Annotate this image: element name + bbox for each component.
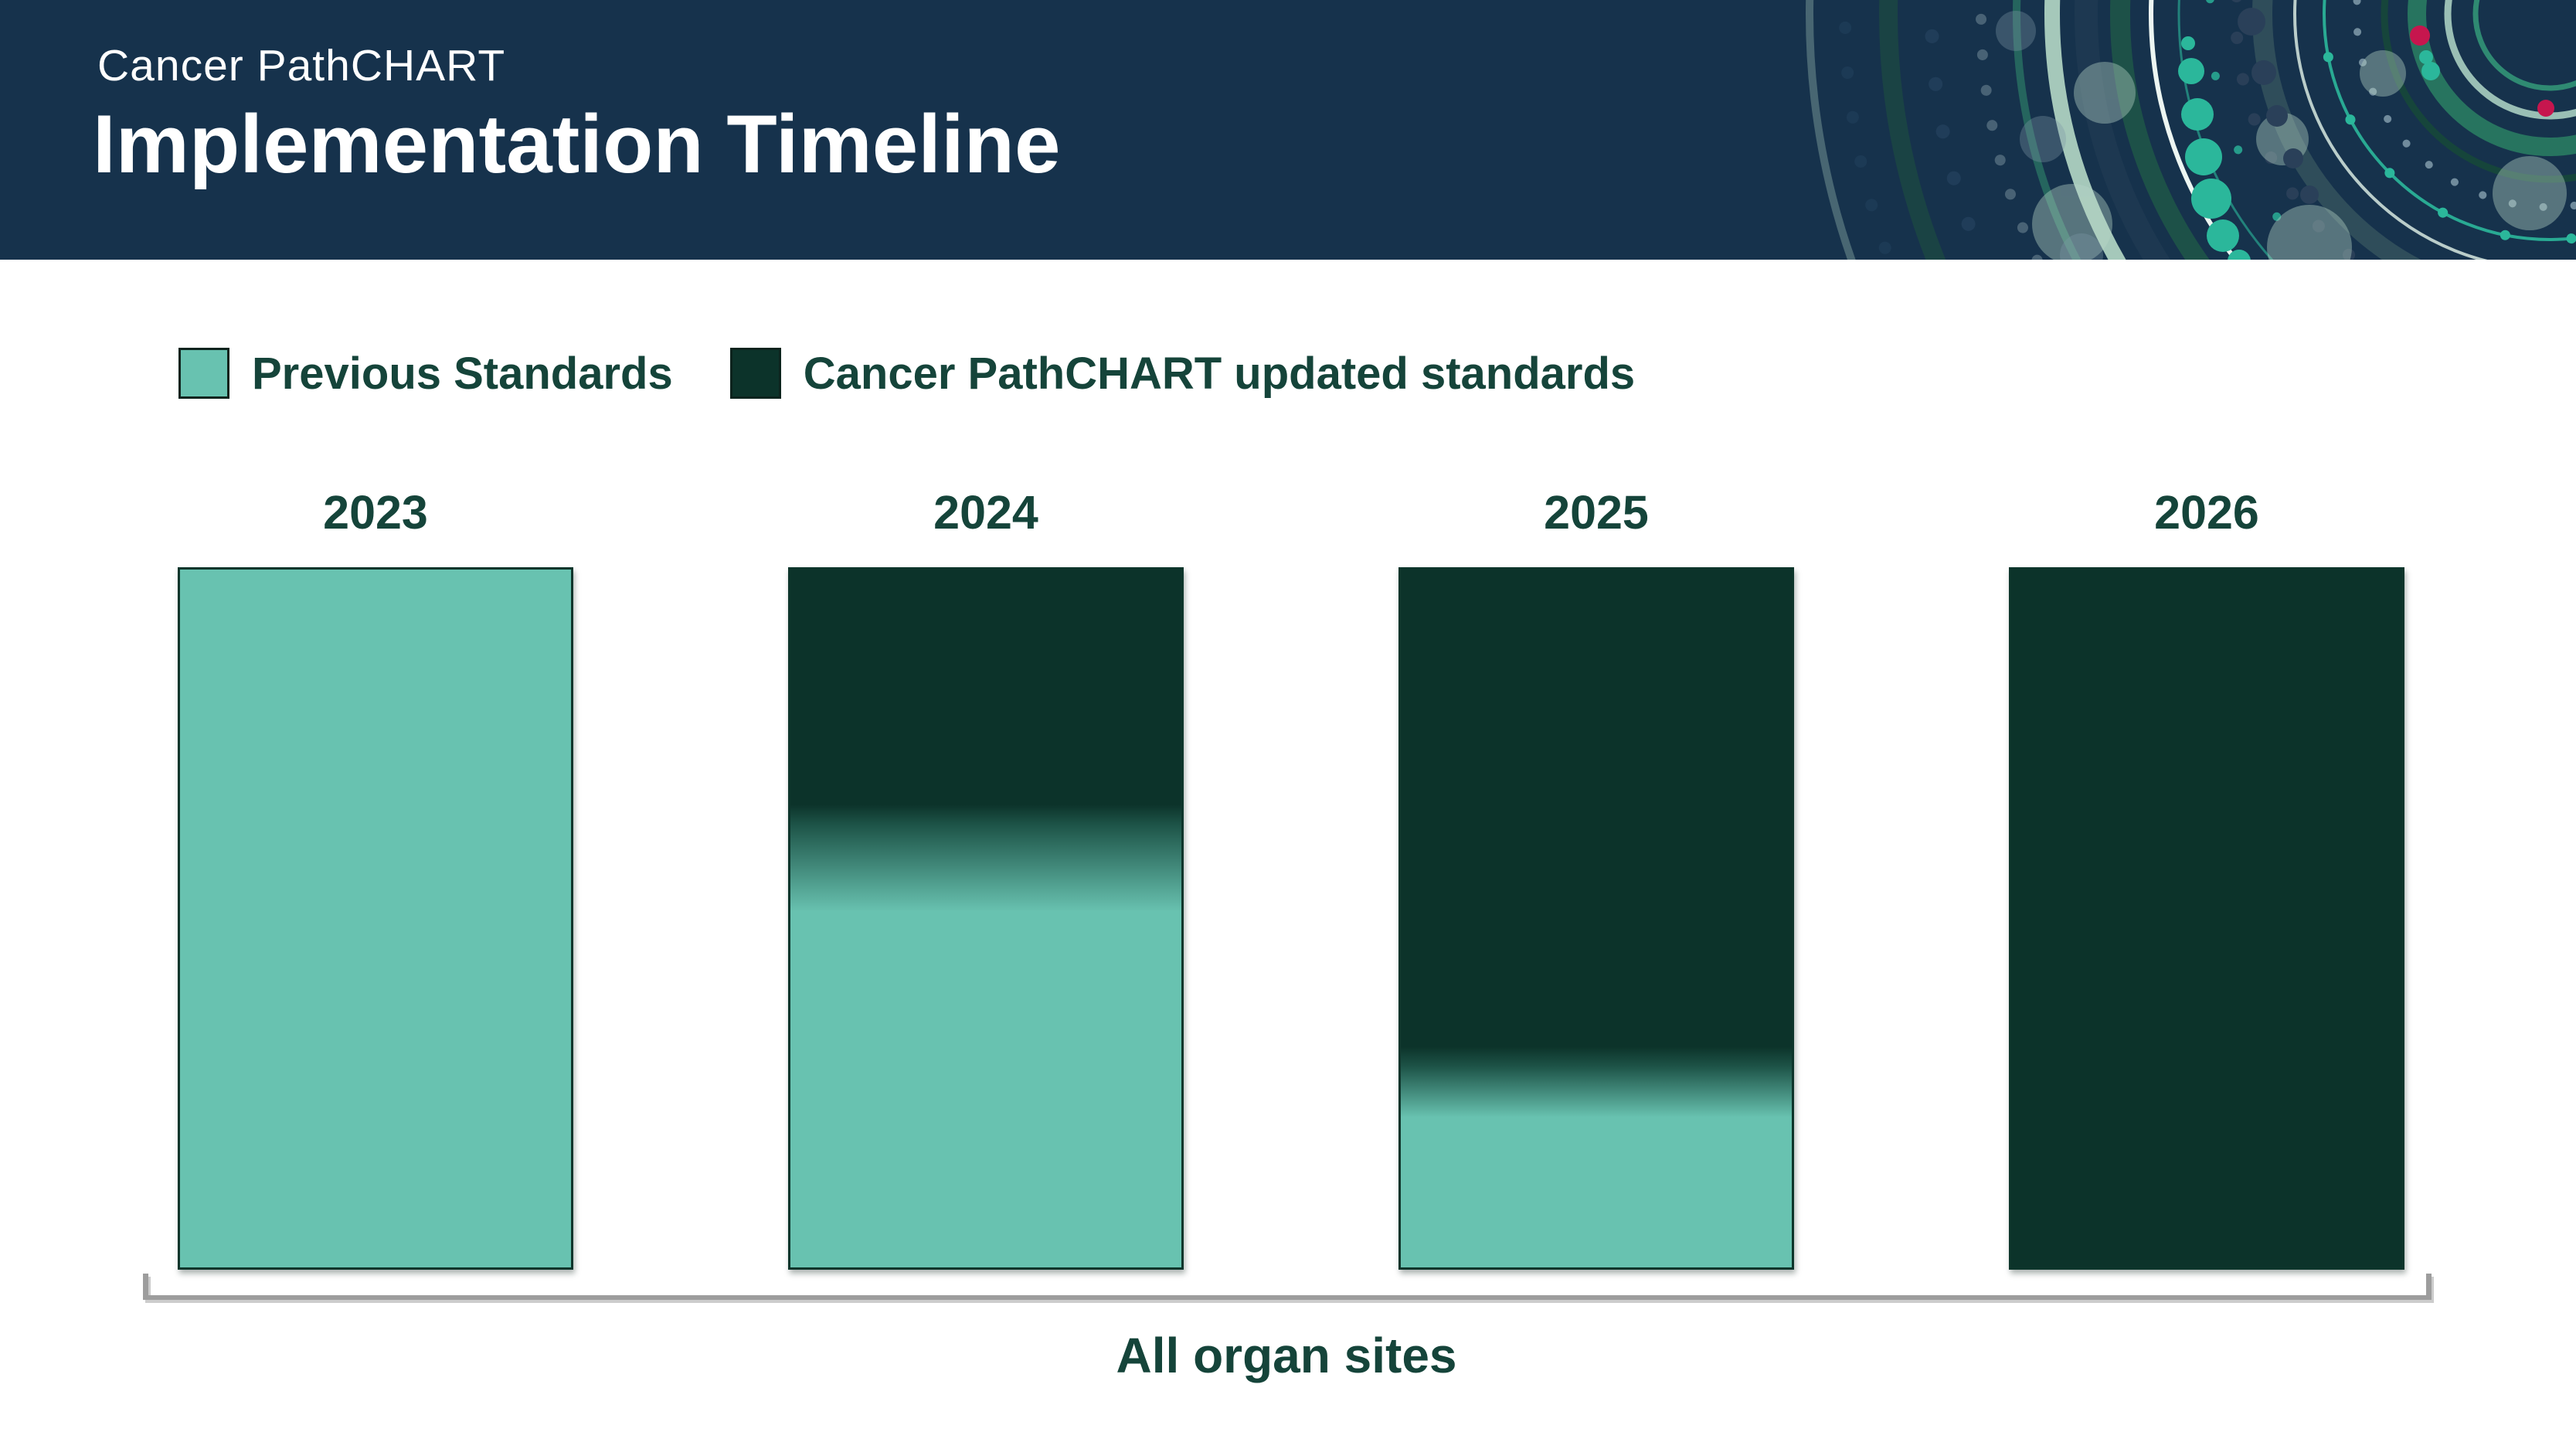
header-band: Cancer PathCHART Implementation Timeline: [0, 0, 2576, 260]
legend-label-previous-standards: Previous Standards: [252, 348, 673, 399]
header-eyebrow: Cancer PathCHART: [97, 41, 506, 90]
legend-swatch-previous-standards: [178, 348, 229, 399]
year-label-2026: 2026: [2154, 486, 2259, 539]
bar-2024: [788, 567, 1184, 1270]
concentric-dots-decoration-icon: [1806, 0, 2576, 260]
year-label-2023: 2023: [323, 486, 428, 539]
legend-item-updated-standards: Cancer PathCHART updated standards: [729, 348, 1636, 400]
chart-column-2026: 2026: [2009, 486, 2404, 1270]
chart-column-2025: 2025: [1398, 486, 1794, 1270]
year-label-2024: 2024: [933, 486, 1038, 539]
page-title: Implementation Timeline: [93, 97, 1061, 190]
bar-2025: [1398, 567, 1794, 1270]
year-label-2025: 2025: [1544, 486, 1649, 539]
bar-2026: [2009, 567, 2404, 1270]
legend-item-previous-standards: Previous Standards: [178, 348, 673, 400]
organ-sites-bracket: [143, 1274, 2432, 1300]
chart-column-2024: 2024: [788, 486, 1184, 1270]
bar-2023: [178, 567, 573, 1270]
bracket-label: All organ sites: [1116, 1328, 1457, 1383]
legend-swatch-updated-standards: [729, 348, 781, 399]
legend-label-updated-standards: Cancer PathCHART updated standards: [803, 348, 1636, 399]
chart-column-2023: 2023: [178, 486, 573, 1270]
legend: Previous Standards Cancer PathCHART upda…: [178, 348, 1635, 399]
